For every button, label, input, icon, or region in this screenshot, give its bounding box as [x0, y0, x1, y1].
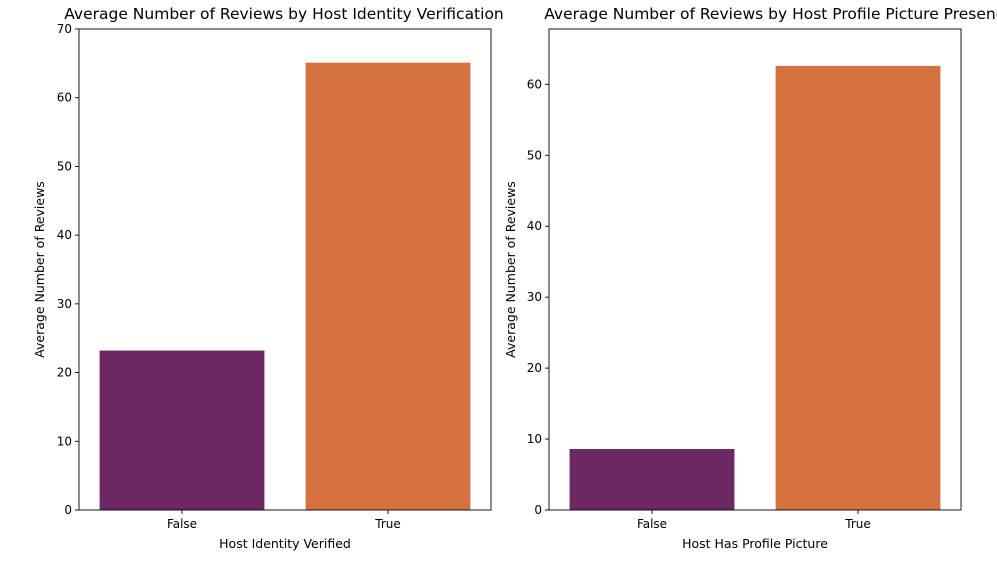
x-axis-label: Host Has Profile Picture [682, 536, 828, 551]
y-tick-label: 60 [57, 91, 72, 105]
y-tick-label: 60 [527, 77, 542, 91]
x-tick-label: True [374, 517, 401, 531]
bar-true [305, 62, 471, 511]
y-tick-label: 10 [527, 432, 542, 446]
y-tick-label: 0 [64, 503, 72, 517]
y-tick-label: 30 [527, 290, 542, 304]
y-tick-label: 10 [57, 434, 72, 448]
bar-true [775, 65, 941, 510]
y-tick-label: 50 [57, 159, 72, 173]
chart-title: Average Number of Reviews by Host Identi… [64, 5, 504, 23]
y-axis-label: Average Number of Reviews [503, 181, 518, 358]
x-tick-label: False [167, 517, 197, 531]
y-tick-label: 0 [534, 503, 542, 517]
y-tick-label: 20 [527, 361, 542, 375]
y-tick-label: 40 [527, 219, 542, 233]
bar-false [99, 350, 265, 510]
chart-profile-picture: Average Number of Reviews by Host Profil… [503, 5, 997, 551]
y-tick-label: 30 [57, 297, 72, 311]
x-axis-label: Host Identity Verified [219, 536, 351, 551]
y-axis-label: Average Number of Reviews [32, 181, 47, 358]
y-tick-label: 70 [57, 22, 72, 36]
chart-identity-verification: Average Number of Reviews by Host Identi… [32, 5, 504, 551]
y-tick-label: 50 [527, 148, 542, 162]
x-tick-label: True [844, 517, 871, 531]
axes-frame [78, 28, 492, 511]
axes-frame [548, 28, 962, 511]
y-tick-label: 20 [57, 366, 72, 380]
bar-false [569, 448, 735, 510]
chart-title: Average Number of Reviews by Host Profil… [544, 5, 997, 23]
y-tick-label: 40 [57, 228, 72, 242]
x-tick-label: False [637, 517, 667, 531]
